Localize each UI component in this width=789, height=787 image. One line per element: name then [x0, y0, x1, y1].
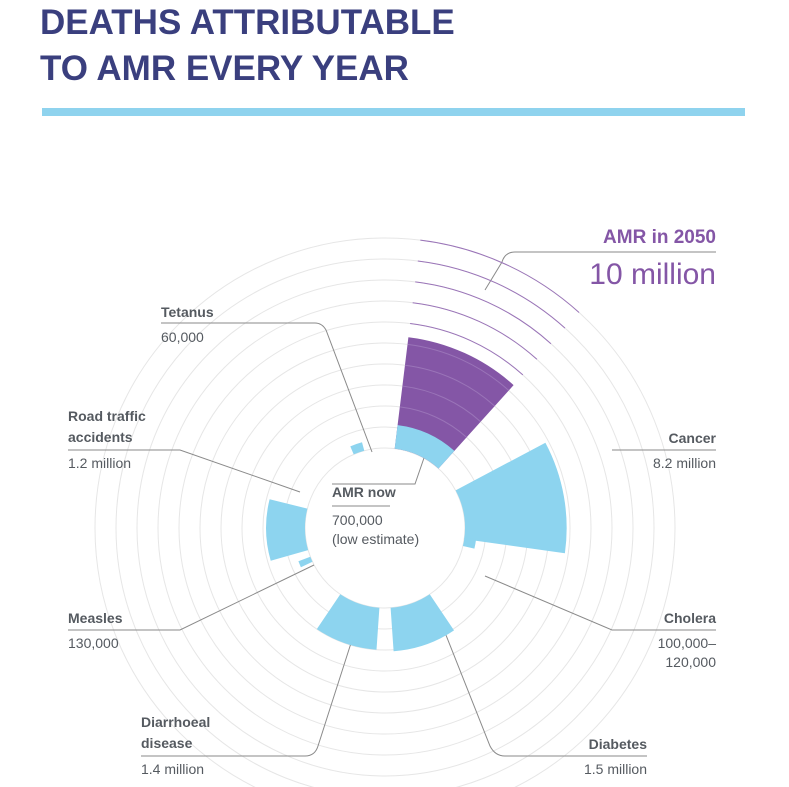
bar-tetanus — [350, 442, 365, 455]
center-label-note: (low estimate) — [332, 531, 419, 547]
highlight-ring — [399, 406, 467, 438]
bar-measles — [298, 556, 313, 568]
highlight-ring — [417, 260, 566, 329]
leader-diarrhoeal — [141, 639, 353, 757]
road-traffic-label-name-2: accidents — [68, 429, 133, 445]
highlight-ring — [415, 281, 552, 345]
cholera-label-name: Cholera — [664, 610, 716, 626]
title-line-2: TO AMR EVERY YEAR — [40, 49, 409, 88]
leader-diabetes — [439, 619, 647, 757]
highlight-ring — [420, 239, 580, 313]
road-traffic-label-name-1: Road traffic — [68, 408, 146, 424]
diabetes-label-value: 1.5 million — [584, 761, 647, 777]
diabetes-label-name: Diabetes — [589, 736, 648, 752]
grid-ring — [304, 447, 466, 609]
cancer-label-name: Cancer — [669, 430, 717, 446]
bar-diabetes — [390, 594, 454, 652]
bar-cancer — [455, 442, 567, 554]
cholera-label-value-2: 120,000 — [665, 654, 716, 670]
grid-ring — [157, 300, 613, 756]
title-line-1: DEATHS ATTRIBUTABLE — [40, 3, 455, 42]
center-label-value: 700,000 — [332, 512, 383, 528]
leader-amr-2050 — [484, 251, 716, 291]
diarrhoeal-label-name-1: Diarrhoeal — [141, 714, 210, 730]
page-title: DEATHS ATTRIBUTABLE TO AMR EVERY YEAR — [40, 0, 455, 92]
bar-cholera — [462, 537, 477, 549]
highlight-ring — [404, 364, 496, 407]
leader-amr-now — [332, 454, 426, 485]
bar-amr-now — [394, 425, 455, 469]
highlight-label-name: AMR in 2050 — [603, 227, 716, 248]
bar-diarrhoeal-disease — [316, 594, 380, 650]
cholera-label-value-1: 100,000– — [658, 635, 717, 651]
diarrhoeal-label-name-2: disease — [141, 735, 193, 751]
title-underline — [42, 108, 745, 116]
leader-lines — [68, 251, 716, 757]
road-traffic-label-value: 1.2 million — [68, 455, 131, 471]
grid-rings — [94, 237, 676, 787]
cancer-label-value: 8.2 million — [653, 455, 716, 471]
measles-label-value: 130,000 — [68, 635, 119, 651]
diarrhoeal-label-value: 1.4 million — [141, 761, 204, 777]
leader-tetanus — [161, 322, 373, 453]
highlight-ring — [407, 343, 510, 391]
bar-road-traffic-accidents — [266, 499, 309, 561]
grid-ring — [115, 258, 655, 787]
measles-label-name: Measles — [68, 610, 123, 626]
chart-bars — [266, 239, 580, 652]
grid-ring — [94, 237, 676, 787]
highlight-label-value: 10 million — [589, 258, 716, 291]
tetanus-label-name: Tetanus — [161, 304, 214, 320]
grid-ring — [199, 342, 571, 714]
tetanus-label-value: 60,000 — [161, 329, 204, 345]
grid-ring — [283, 426, 487, 630]
highlight-ring — [410, 323, 524, 376]
highlight-ring — [402, 385, 482, 423]
highlight-ring — [412, 302, 538, 360]
grid-ring — [178, 321, 592, 735]
center-label-name: AMR now — [332, 484, 396, 500]
grid-ring — [136, 279, 634, 777]
